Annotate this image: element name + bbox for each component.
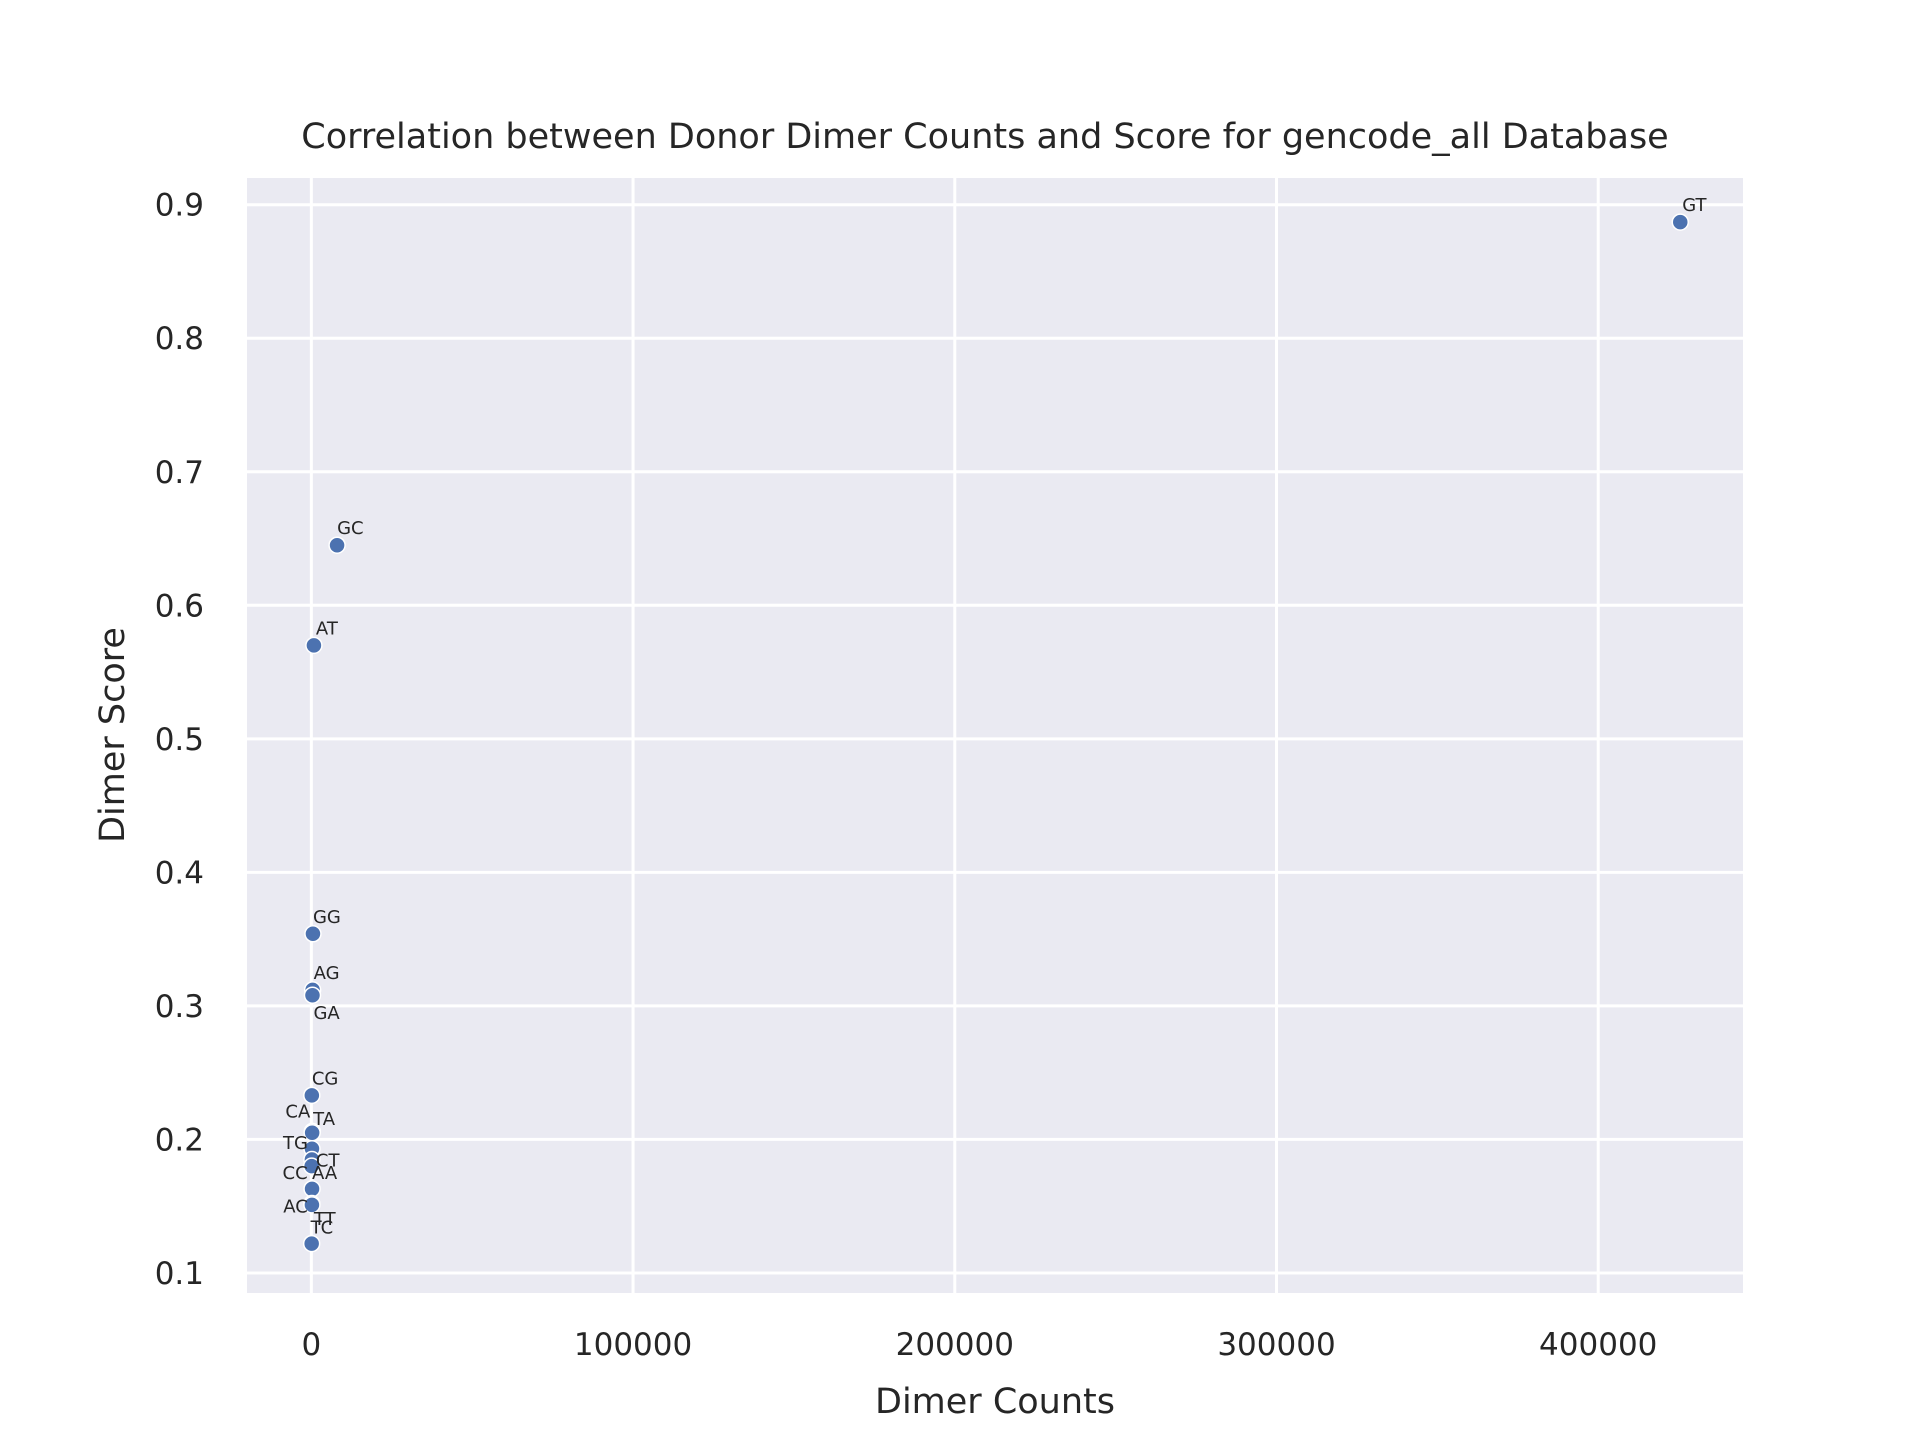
x-tick-label: 400000 — [1539, 1327, 1657, 1363]
chart-title: Correlation between Donor Dimer Counts a… — [301, 117, 1668, 157]
y-tick-label: 0.8 — [155, 321, 204, 357]
x-tick-label: 300000 — [1217, 1327, 1335, 1363]
data-points — [302, 213, 1690, 1253]
y-tick-label: 0.3 — [155, 989, 204, 1025]
data-point-gc — [328, 536, 346, 554]
point-label-tt: TT — [313, 1209, 337, 1230]
y-tick-label: 0.5 — [155, 722, 204, 758]
data-point-at — [305, 636, 323, 655]
point-label-tg: TG — [282, 1133, 308, 1154]
point-label-gt: GT — [1682, 195, 1707, 216]
point-label-ct: CT — [316, 1150, 341, 1171]
data-point-gg — [304, 925, 322, 943]
data-point-tt — [303, 1196, 321, 1214]
point-label-ag: AG — [314, 963, 340, 984]
y-tick-label: 0.6 — [155, 588, 204, 624]
data-point-cc — [302, 1157, 321, 1175]
x-axis-ticks: 0 100000 200000 300000 400000 — [301, 1327, 1657, 1363]
y-tick-label: 0.9 — [155, 188, 204, 224]
x-tick-label: 0 — [301, 1327, 321, 1363]
data-point-tc — [302, 1234, 321, 1253]
point-label-cc: CC — [283, 1163, 308, 1184]
y-axis-label: Dimer Score — [93, 627, 133, 843]
point-label-ac: AC — [283, 1197, 308, 1218]
x-tick-label: 200000 — [896, 1327, 1014, 1363]
point-label-ca: CA — [285, 1101, 311, 1122]
point-label-at: AT — [316, 618, 339, 639]
point-label-gc: GC — [337, 518, 364, 539]
data-point-ga — [303, 986, 322, 1004]
grid-lines — [247, 178, 1743, 1293]
plot-area — [247, 178, 1743, 1293]
x-axis-label: Dimer Counts — [875, 1382, 1115, 1422]
point-label-cg: CG — [312, 1068, 339, 1089]
y-axis-ticks: 0.1 0.2 0.3 0.4 0.5 0.6 0.7 0.8 0.9 — [155, 188, 204, 1292]
point-label-gg: GG — [313, 907, 341, 928]
point-label-aa: AA — [312, 1163, 338, 1184]
x-tick-label: 100000 — [574, 1327, 692, 1363]
y-tick-label: 0.7 — [155, 455, 204, 491]
point-label-tc: TC — [310, 1218, 334, 1239]
point-label-ta: TA — [312, 1109, 336, 1130]
data-point-cg — [303, 1086, 321, 1105]
point-label-ga: GA — [313, 1003, 340, 1024]
y-tick-label: 0.4 — [155, 855, 204, 891]
y-tick-label: 0.1 — [155, 1256, 204, 1292]
data-point-gt — [1671, 213, 1690, 231]
y-tick-label: 0.2 — [155, 1122, 204, 1158]
